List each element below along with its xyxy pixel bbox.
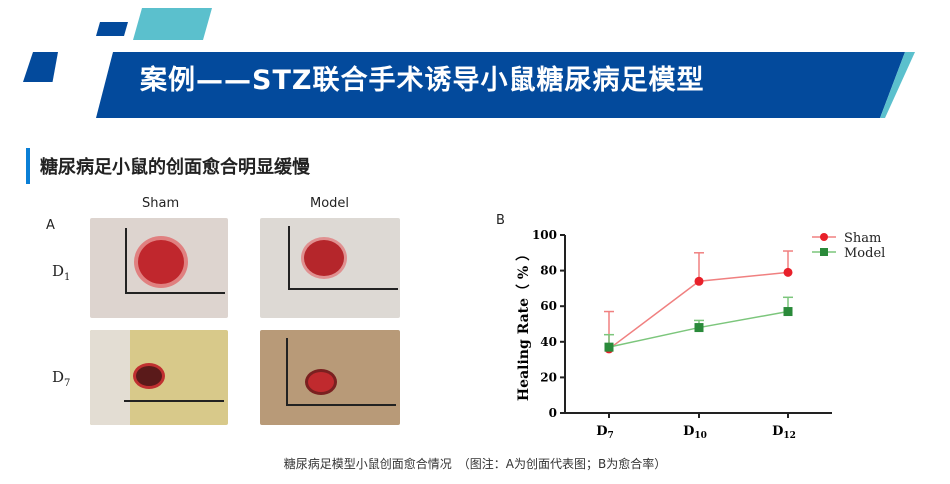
title-bar [96,52,905,118]
legend-label-Sham: Sham [844,231,881,246]
y-tick-label: 60 [540,299,557,313]
data-point-Model-D10 [694,323,704,333]
deco-block [133,8,212,40]
legend-marker-Sham [820,233,828,241]
y-axis-label: Healing Rate（ % ） [516,247,532,401]
figure-caption: 糖尿病足模型小鼠创面愈合情况 （图注：A为创面代表图；B为愈合率） [283,457,667,471]
wound-photo-sham-d7 [90,330,228,425]
page-title: 案例——STZ联合手术诱导小鼠糖尿病足模型 [140,65,705,96]
column-label-sham: Sham [142,196,180,211]
section-marker [26,148,30,184]
column-label-model: Model [310,196,350,211]
y-tick-label: 20 [540,370,557,384]
data-point-Model-D12 [783,307,793,317]
data-point-Model-D7 [604,342,614,352]
x-tick-label-D12: D12 [772,424,796,440]
y-tick-label: 80 [540,264,557,278]
y-tick-label: 0 [549,406,557,420]
section-subtitle: 糖尿病足小鼠的创面愈合明显缓慢 [40,157,310,178]
panel-b-label: B [496,213,505,228]
wound-photo-sham-d1 [90,218,228,318]
data-point-Sham-D12 [783,267,793,277]
header-banner [23,8,915,118]
deco-block [96,22,128,36]
healing-rate-chart: 0 20 40 60 80 100 D7 D10 D12 Healing Rate（ % ） Sha… [516,228,885,440]
deco-stripe [880,52,915,118]
legend-label-Model: Model [844,246,885,261]
legend-marker-Model [820,248,828,256]
row-label-d7: D7 [52,368,71,389]
y-tick-label: 40 [540,335,557,349]
x-tick-label-D10: D10 [683,424,707,440]
x-tick-label-D7: D7 [596,424,614,440]
wound-photo-model-d7 [260,330,400,425]
wound-photo-model-d1 [260,218,400,318]
panel-a-label: A [46,218,55,233]
y-tick-label: 100 [532,228,557,242]
data-point-Sham-D10 [694,276,704,286]
row-label-d1: D1 [52,262,71,283]
